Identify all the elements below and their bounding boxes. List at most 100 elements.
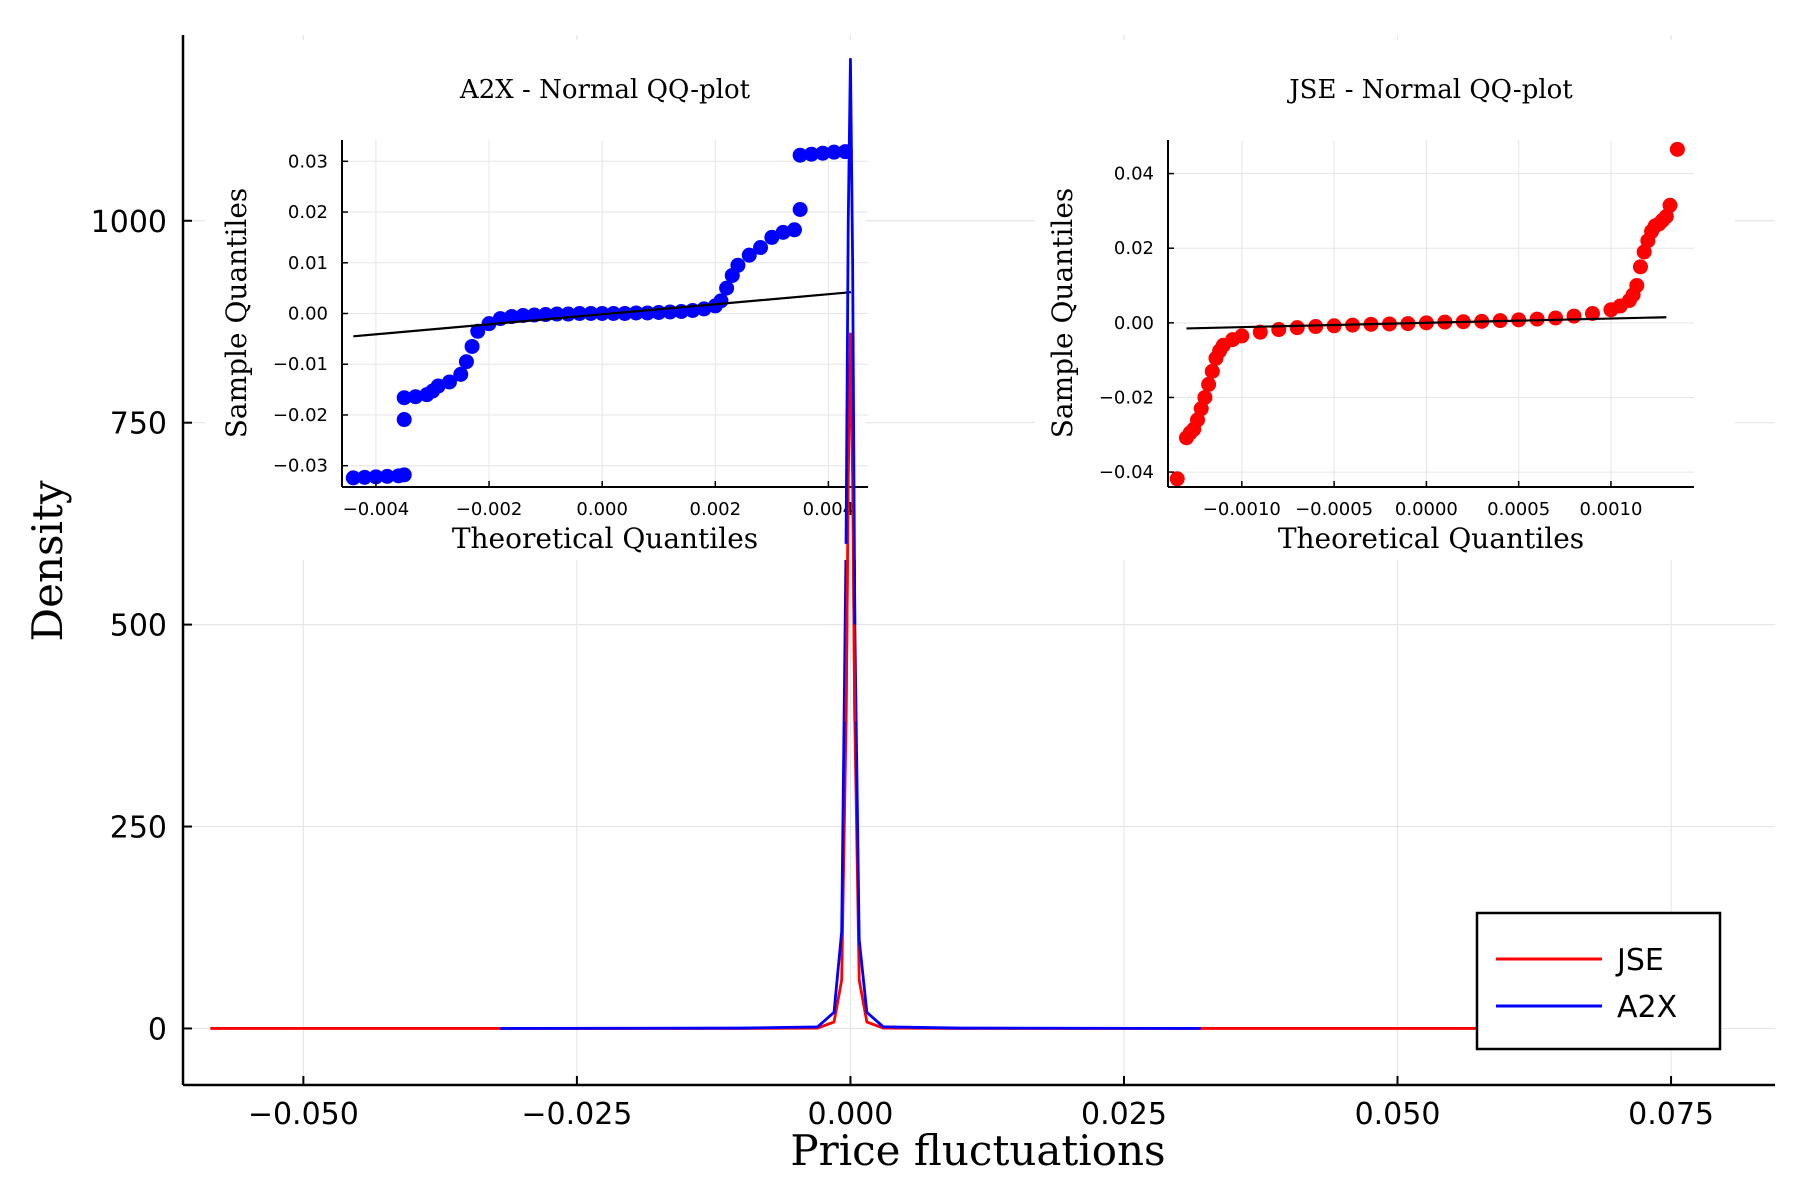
main-x-tick-label: 0.000 bbox=[807, 1097, 893, 1132]
a2x-qq-point bbox=[396, 390, 412, 406]
jse-qq-point bbox=[1169, 471, 1185, 487]
jse-qq-point bbox=[1234, 328, 1250, 344]
inset-a2x-title: A2X - Normal QQ-plot bbox=[459, 75, 751, 105]
a2x-qq-point bbox=[396, 412, 412, 428]
jse-qq-point bbox=[1289, 320, 1305, 336]
a2x-qq-point bbox=[741, 247, 757, 263]
jse-qq-point bbox=[1271, 322, 1287, 338]
inset-a2x-reference-line bbox=[353, 291, 852, 338]
main-series-peak-a2x bbox=[844, 57, 857, 625]
inset-jse-reference-line bbox=[1186, 316, 1667, 330]
a2x-qq-point bbox=[815, 145, 831, 161]
jse-y-tick-label: 0.04 bbox=[1114, 164, 1154, 185]
legend-label-a2x: A2X bbox=[1617, 990, 1677, 1025]
main-y-tick-labels: 0 250 500 750 1000 bbox=[91, 205, 192, 1047]
jse-qq-point bbox=[1566, 308, 1582, 324]
a2x-qq-point bbox=[379, 468, 395, 484]
inset-qq-jse: −0.0010 −0.0005 0.0000 0.0005 0.0010 −0.04−0… bbox=[1035, 40, 1735, 560]
main-y-axis-label: Density bbox=[23, 480, 72, 641]
jse-x-tick-label: 0.0000 bbox=[1395, 499, 1458, 520]
jse-y-tick-label: 0.02 bbox=[1114, 238, 1154, 259]
jse-qq-point bbox=[1629, 278, 1645, 294]
main-y-tick-label: 250 bbox=[110, 811, 167, 846]
jse-qq-point bbox=[1204, 363, 1220, 379]
inset-a2x-y-axis-label: Sample Quantiles bbox=[220, 188, 253, 439]
main-x-tick-label: 0.050 bbox=[1355, 1097, 1441, 1132]
inset-a2x-x-tick-labels: −0.004 −0.002 0.000 0.002 0.004 bbox=[343, 481, 855, 520]
jse-qq-point bbox=[1308, 319, 1324, 335]
main-x-tick-label: 0.025 bbox=[1081, 1097, 1167, 1132]
main-y-tick-label: 750 bbox=[110, 407, 167, 442]
a2x-qq-point bbox=[441, 374, 457, 390]
a2x-qq-point bbox=[826, 144, 842, 160]
a2x-y-tick-label: −0.03 bbox=[273, 456, 328, 477]
a2x-qq-point bbox=[583, 306, 599, 321]
jse-x-tick-label: −0.0005 bbox=[1295, 499, 1373, 520]
main-x-tick-label: 0.075 bbox=[1628, 1097, 1714, 1132]
main-x-tick-label: −0.050 bbox=[248, 1097, 359, 1132]
a2x-qq-point bbox=[345, 470, 361, 486]
a2x-y-tick-label: 0.02 bbox=[288, 202, 328, 223]
inset-jse-axes bbox=[1167, 140, 1694, 488]
main-y-tick-label: 500 bbox=[110, 609, 167, 644]
inset-jse-grid bbox=[1168, 140, 1694, 487]
main-x-tick-labels: −0.050 −0.025 0.000 0.025 0.050 0.075 bbox=[248, 1076, 1714, 1132]
main-x-tick-label: −0.025 bbox=[521, 1097, 632, 1132]
a2x-qq-point bbox=[526, 307, 542, 323]
a2x-reference-line bbox=[353, 291, 852, 338]
a2x-qq-point bbox=[368, 469, 384, 485]
inset-a2x-x-axis-label: Theoretical Quantiles bbox=[452, 522, 758, 555]
a2x-qq-point bbox=[792, 202, 808, 217]
a2x-x-tick-label: 0.002 bbox=[690, 499, 742, 520]
inset-a2x-y-tick-labels: −0.03 −0.02 −0.01 0.00 0.01 0.02 0.03 bbox=[273, 151, 348, 477]
a2x-qq-point bbox=[775, 224, 791, 240]
jse-qq-point bbox=[1632, 259, 1648, 275]
a2x-qq-point bbox=[515, 308, 531, 324]
a2x-qq-point bbox=[408, 389, 424, 405]
a2x-qq-point bbox=[464, 338, 480, 354]
a2x-qq-point bbox=[470, 323, 486, 339]
a2x-qq-point bbox=[504, 309, 520, 325]
jse-y-tick-label: 0.00 bbox=[1114, 313, 1154, 334]
inset-jse-x-tick-labels: −0.0010 −0.0005 0.0000 0.0005 0.0010 bbox=[1203, 481, 1642, 520]
inset-jse-title: JSE - Normal QQ-plot bbox=[1286, 75, 1573, 105]
a2x-y-tick-label: 0.03 bbox=[288, 151, 328, 172]
jse-qq-point bbox=[1662, 197, 1678, 213]
a2x-qq-point bbox=[617, 306, 633, 321]
a2x-x-tick-label: 0.004 bbox=[803, 499, 855, 520]
jse-qq-point bbox=[1197, 389, 1213, 405]
jse-x-tick-label: −0.0010 bbox=[1203, 499, 1281, 520]
a2x-qq-point bbox=[719, 280, 735, 296]
legend-box bbox=[1475, 911, 1722, 1051]
a2x-x-tick-label: −0.004 bbox=[343, 499, 410, 520]
main-axes bbox=[181, 35, 1775, 1087]
a2x-y-tick-label: 0.01 bbox=[288, 253, 328, 274]
jse-y-tick-label: −0.02 bbox=[1099, 387, 1154, 408]
jse-qq-point bbox=[1669, 141, 1685, 157]
jse-qq-point bbox=[1252, 324, 1268, 340]
inset-jse-x-axis-label: Theoretical Quantiles bbox=[1278, 522, 1584, 555]
legend: JSE A2X bbox=[1475, 911, 1722, 1051]
main-series-overlay bbox=[844, 57, 857, 722]
inset-a2x-grid bbox=[342, 140, 868, 487]
legend-label-jse: JSE bbox=[1615, 943, 1664, 978]
a2x-qq-point bbox=[453, 366, 469, 382]
a2x-qq-point bbox=[730, 257, 746, 273]
jse-y-tick-label: −0.04 bbox=[1099, 462, 1154, 483]
inset-jse-points bbox=[1169, 141, 1685, 487]
jse-qq-point bbox=[1548, 310, 1564, 326]
jse-x-tick-label: 0.0005 bbox=[1487, 499, 1550, 520]
a2x-qq-point bbox=[786, 222, 802, 238]
a2x-y-tick-label: −0.02 bbox=[273, 405, 328, 426]
a2x-qq-point bbox=[753, 240, 769, 256]
a2x-qq-point bbox=[628, 305, 644, 321]
inset-jse-y-axis-label: Sample Quantiles bbox=[1046, 188, 1079, 439]
inset-qq-a2x: −0.004 −0.002 0.000 0.002 0.004 −0.03−0.02−0… bbox=[205, 40, 868, 560]
a2x-x-tick-label: −0.002 bbox=[456, 499, 523, 520]
jse-reference-line bbox=[1186, 316, 1667, 330]
jse-qq-point bbox=[1584, 306, 1600, 321]
a2x-qq-point bbox=[458, 354, 474, 370]
main-y-tick-label: 1000 bbox=[91, 205, 167, 240]
inset-jse-y-tick-labels: −0.04 −0.02 0.00 0.02 0.04 bbox=[1099, 164, 1174, 483]
a2x-qq-point bbox=[792, 147, 808, 163]
